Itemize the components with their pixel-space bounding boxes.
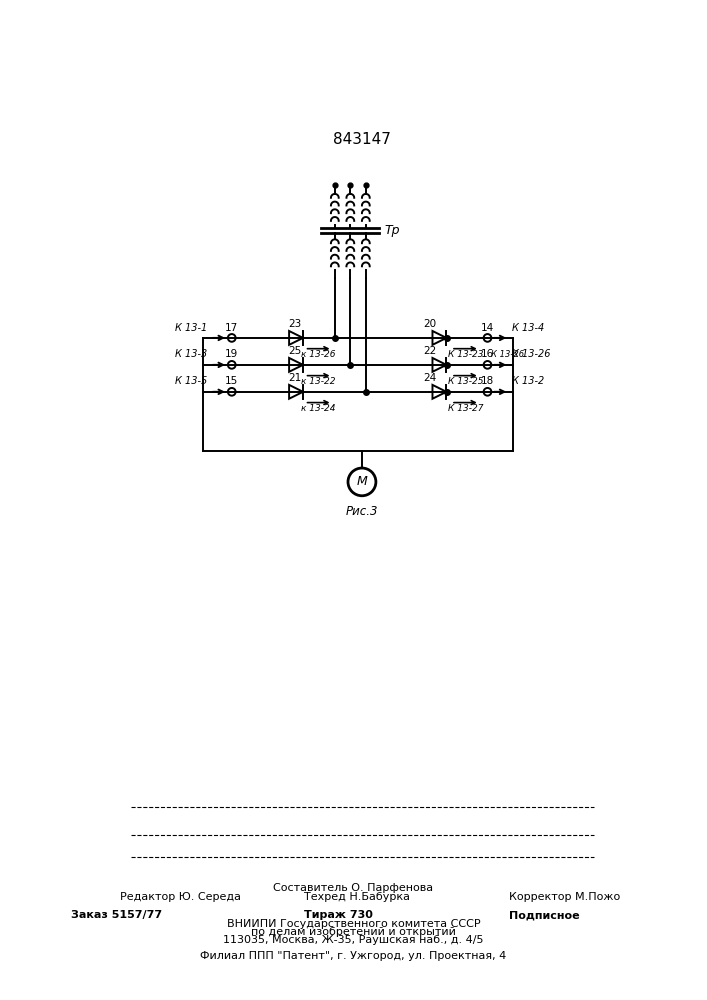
Text: К 13-1: К 13-1 — [175, 323, 207, 333]
Text: 21: 21 — [288, 373, 301, 383]
Text: 24: 24 — [423, 373, 437, 383]
Text: 18: 18 — [481, 376, 494, 386]
Text: М: М — [356, 475, 368, 488]
Text: 23: 23 — [288, 319, 301, 329]
Text: к 13-24: к 13-24 — [301, 404, 336, 413]
Text: 16: 16 — [481, 349, 494, 359]
Text: 14: 14 — [481, 323, 494, 333]
Text: к 13-22: к 13-22 — [301, 377, 336, 386]
Text: 20: 20 — [423, 319, 437, 329]
Text: к 13-26: к 13-26 — [301, 350, 336, 359]
Text: Техред Н.Бабурка: Техред Н.Бабурка — [304, 892, 410, 902]
Text: К 13-4: К 13-4 — [513, 323, 544, 333]
Text: 113035, Москва, Ж-35, Раушская наб., д. 4/5: 113035, Москва, Ж-35, Раушская наб., д. … — [223, 935, 484, 945]
Text: 25: 25 — [288, 346, 301, 356]
Polygon shape — [433, 331, 446, 345]
Text: К 13-26: К 13-26 — [491, 350, 525, 359]
Text: Филиал ППП "Патент", г. Ужгород, ул. Проектная, 4: Филиал ППП "Патент", г. Ужгород, ул. Про… — [200, 951, 507, 961]
Text: К 13-23: К 13-23 — [448, 350, 483, 359]
Text: 19: 19 — [225, 349, 238, 359]
Text: К 13-26: К 13-26 — [513, 349, 551, 359]
Text: Редактор Ю. Середа: Редактор Ю. Середа — [120, 892, 241, 902]
Text: Рис.3: Рис.3 — [346, 505, 378, 518]
Polygon shape — [289, 331, 303, 345]
Text: К 13-25: К 13-25 — [448, 377, 483, 386]
Text: К 13-27: К 13-27 — [448, 404, 483, 413]
Text: К 13-2: К 13-2 — [513, 376, 544, 386]
Text: Подписное: Подписное — [509, 910, 580, 920]
Polygon shape — [433, 385, 446, 399]
Text: ВНИИПИ Государственного комитета СССР: ВНИИПИ Государственного комитета СССР — [227, 919, 480, 929]
Text: 15: 15 — [225, 376, 238, 386]
Text: по делам изобретений и открытий: по делам изобретений и открытий — [251, 927, 456, 937]
Text: Корректор М.Пожо: Корректор М.Пожо — [509, 892, 620, 902]
Text: Составитель О. Парфенова: Составитель О. Парфенова — [274, 883, 433, 893]
Text: 17: 17 — [225, 323, 238, 333]
Polygon shape — [289, 358, 303, 372]
Text: К 13-5: К 13-5 — [175, 376, 207, 386]
Text: Тираж 730: Тираж 730 — [304, 910, 373, 920]
Text: 22: 22 — [423, 346, 437, 356]
Text: К 13-3: К 13-3 — [175, 349, 207, 359]
Polygon shape — [289, 385, 303, 399]
Text: 843147: 843147 — [333, 132, 391, 147]
Text: Заказ 5157/77: Заказ 5157/77 — [71, 910, 162, 920]
Polygon shape — [433, 358, 446, 372]
Text: Тр: Тр — [385, 224, 400, 237]
